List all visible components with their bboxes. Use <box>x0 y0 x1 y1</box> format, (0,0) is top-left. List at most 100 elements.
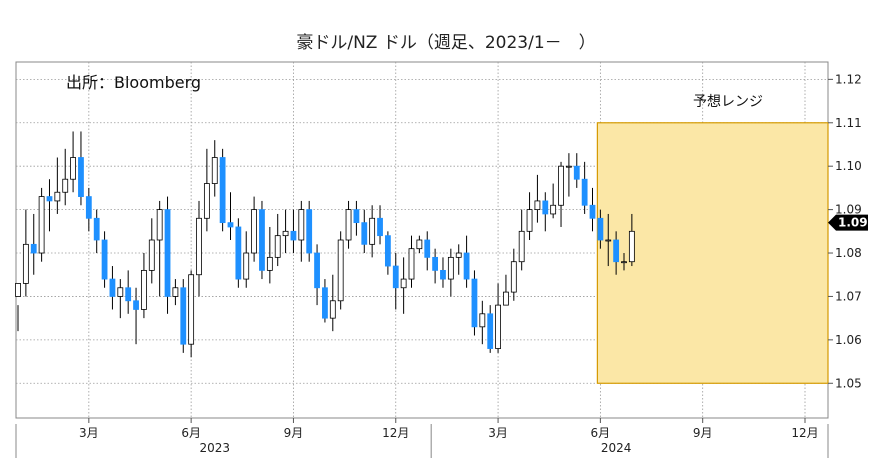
y-tick-label: 1.10 <box>835 159 862 173</box>
candle <box>589 187 596 232</box>
candle-body <box>510 261 517 293</box>
candle <box>266 226 273 284</box>
candle-body <box>322 287 328 319</box>
candle <box>408 235 415 288</box>
candle <box>392 253 399 310</box>
candle <box>337 231 344 310</box>
candle <box>101 231 108 288</box>
candle-body <box>542 200 549 215</box>
x-tick-label: 3月 <box>488 426 508 440</box>
y-tick-label: 1.07 <box>835 289 862 303</box>
candle <box>38 187 45 262</box>
candle-body <box>109 278 116 297</box>
candle <box>518 209 525 271</box>
candle-body <box>203 183 210 219</box>
x-tick-label: 6月 <box>181 426 201 440</box>
y-tick-label: 1.09 <box>835 203 862 217</box>
candle <box>400 257 407 314</box>
candle-body <box>70 157 76 180</box>
candle <box>628 213 635 267</box>
candle-body <box>534 200 541 211</box>
candle <box>85 187 92 232</box>
candle <box>117 279 124 319</box>
candle-body <box>369 217 376 245</box>
candle <box>243 231 250 288</box>
candle <box>22 209 29 297</box>
candle <box>141 253 147 319</box>
candle-body <box>188 274 195 345</box>
y-tick-label: 1.12 <box>835 72 862 86</box>
candle <box>447 248 454 297</box>
candle <box>188 270 195 358</box>
last-value-tag <box>828 214 868 231</box>
candle <box>203 148 210 232</box>
x-year-label: 2023 <box>199 441 230 455</box>
candle <box>542 192 549 232</box>
candle-body <box>566 165 572 168</box>
candle-body <box>424 239 431 258</box>
x-axis: 3月 6月 9月 12月 3月 6月 9月 12月 2023 2024 <box>15 418 829 458</box>
last-value-marker: 1.09 <box>828 214 868 231</box>
candle-body <box>605 239 612 242</box>
candle <box>322 279 328 323</box>
candle-body <box>518 230 525 263</box>
candle-body <box>384 235 391 267</box>
x-year-label: 2024 <box>601 441 632 455</box>
candle-body <box>440 269 446 280</box>
candle-body <box>38 196 45 254</box>
candle <box>597 209 604 249</box>
candle <box>345 200 352 249</box>
candle-body <box>487 313 494 349</box>
candle <box>361 209 368 254</box>
candle-body <box>78 157 84 197</box>
candle-body <box>125 287 132 302</box>
candle-body <box>400 278 407 289</box>
candle <box>369 205 376 258</box>
candle-body <box>503 291 509 306</box>
candle-body <box>345 209 352 241</box>
candle-body <box>306 209 313 254</box>
candle-body <box>30 243 37 254</box>
x-tick-label: 9月 <box>284 426 304 440</box>
candle <box>156 200 163 297</box>
candle <box>605 213 612 267</box>
candle <box>259 200 265 280</box>
candle <box>581 161 588 214</box>
candle-body <box>133 300 139 310</box>
candle <box>353 200 360 236</box>
candle-body <box>274 235 281 258</box>
forecast-range-box <box>596 122 829 384</box>
candle <box>251 196 258 262</box>
candle <box>227 192 234 240</box>
candle-body <box>550 204 557 215</box>
candle-body <box>471 278 478 328</box>
x-tick-label: 12月 <box>791 426 818 440</box>
candle <box>432 248 439 284</box>
candle-body <box>22 243 29 284</box>
candle-body <box>613 239 620 263</box>
candle-body <box>101 239 108 280</box>
candle-body <box>455 252 462 258</box>
candle-body <box>85 196 92 219</box>
candle <box>495 283 501 353</box>
candle <box>78 131 84 206</box>
candle <box>172 279 179 306</box>
candle-body <box>361 222 368 245</box>
candle <box>424 231 431 271</box>
candle <box>463 235 470 288</box>
candle <box>329 274 336 332</box>
candle <box>621 253 627 271</box>
candle-body <box>117 287 124 297</box>
candle-body <box>54 191 61 202</box>
candle <box>133 287 139 345</box>
candle <box>125 270 132 314</box>
candle <box>298 200 305 262</box>
candle <box>15 283 21 332</box>
candle <box>196 200 202 297</box>
candle-body <box>573 165 580 180</box>
y-tick-label: 1.06 <box>835 333 862 347</box>
candle <box>503 274 509 306</box>
candle <box>314 244 320 306</box>
candle-body <box>164 209 171 297</box>
